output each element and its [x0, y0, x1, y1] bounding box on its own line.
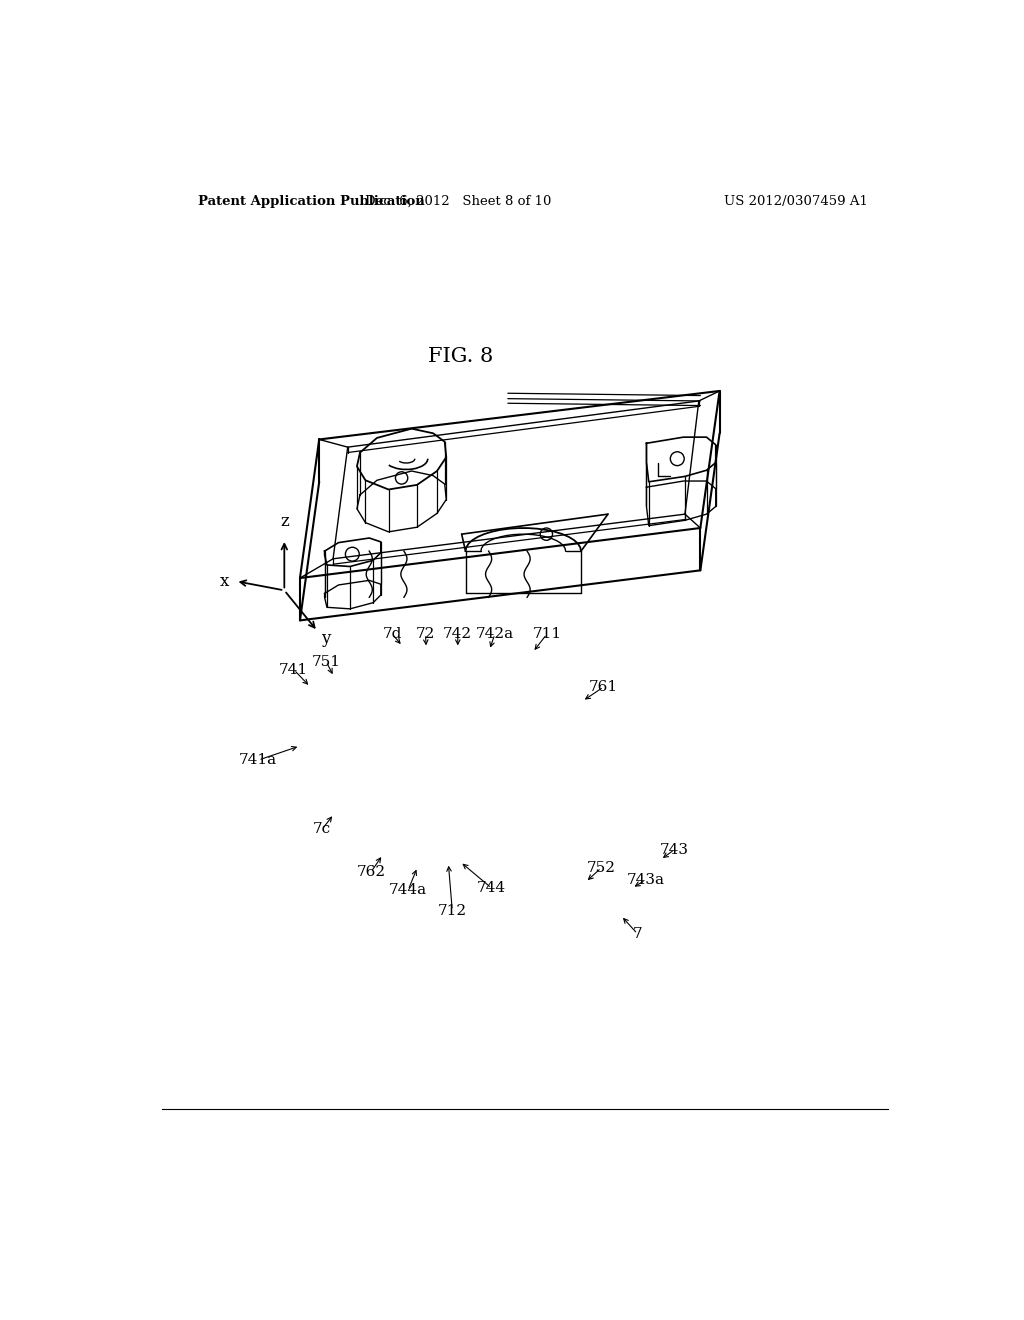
Text: y: y: [321, 630, 330, 647]
Text: US 2012/0307459 A1: US 2012/0307459 A1: [724, 194, 867, 207]
Text: 742a: 742a: [476, 627, 514, 642]
Text: 743a: 743a: [627, 873, 665, 887]
Text: 751: 751: [311, 655, 341, 668]
Text: 762: 762: [356, 865, 386, 879]
Text: 741a: 741a: [240, 754, 278, 767]
Text: 7d: 7d: [383, 627, 402, 642]
Text: 7: 7: [633, 927, 642, 941]
Text: 752: 752: [587, 861, 615, 875]
Text: Patent Application Publication: Patent Application Publication: [198, 194, 424, 207]
Text: 742: 742: [443, 627, 472, 642]
Text: 711: 711: [532, 627, 561, 642]
Text: 712: 712: [437, 903, 467, 917]
Text: 741: 741: [280, 663, 308, 677]
Text: 7c: 7c: [313, 822, 331, 837]
Text: FIG. 8: FIG. 8: [427, 347, 493, 366]
Text: 744: 744: [477, 882, 506, 895]
Text: 72: 72: [416, 627, 435, 642]
Text: 744a: 744a: [389, 883, 427, 898]
Text: 743: 743: [660, 842, 689, 857]
Text: z: z: [280, 513, 289, 529]
Text: Dec. 6, 2012   Sheet 8 of 10: Dec. 6, 2012 Sheet 8 of 10: [365, 194, 551, 207]
Text: 761: 761: [589, 680, 618, 694]
Text: x: x: [220, 573, 229, 590]
